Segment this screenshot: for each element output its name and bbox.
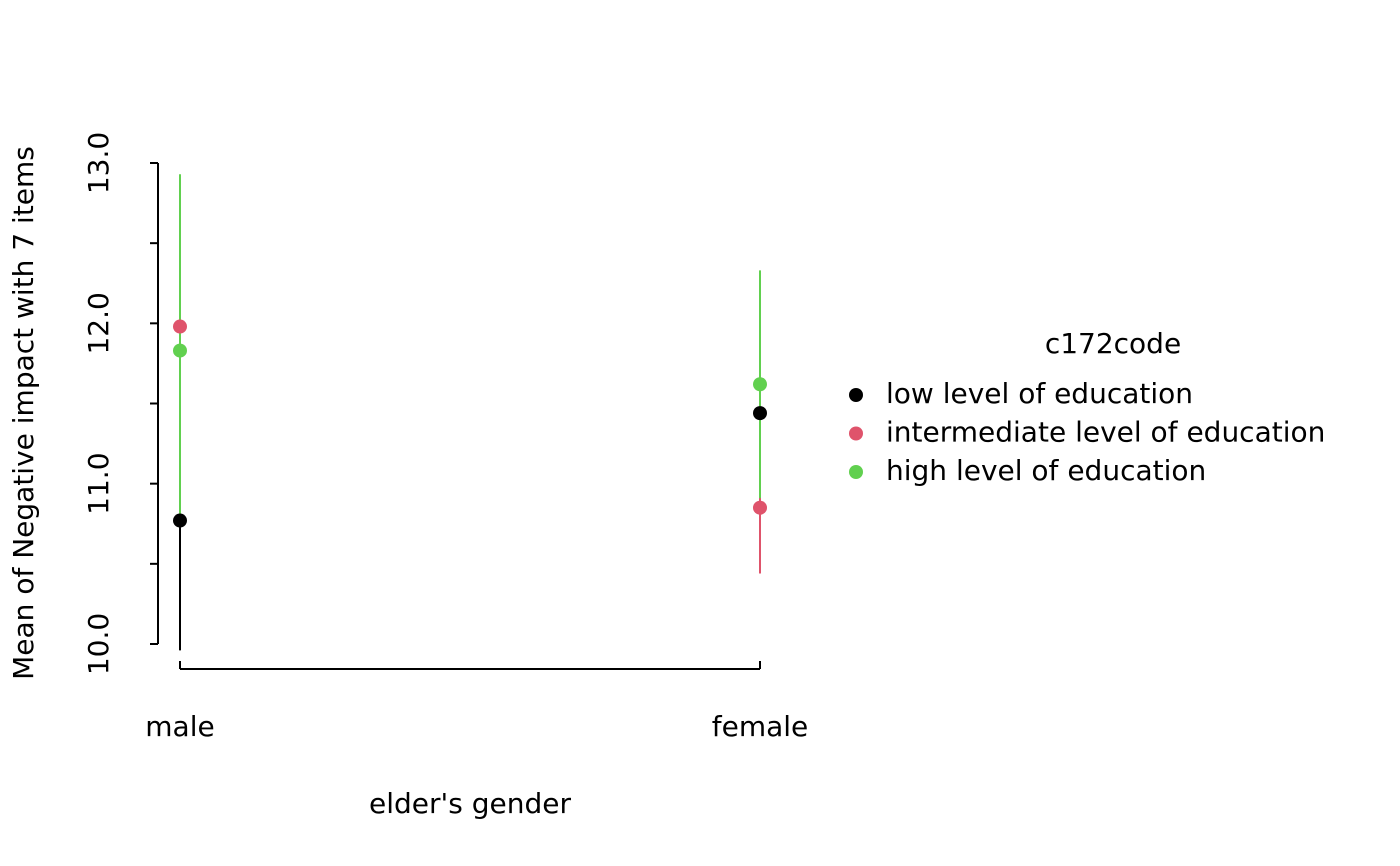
y-tick-label: 13.0 — [82, 132, 115, 194]
legend-label: intermediate level of education — [886, 416, 1325, 449]
legend-marker — [849, 426, 863, 441]
legend-marker — [849, 465, 863, 479]
legend-title: c172code — [1045, 327, 1181, 360]
legend-marker — [849, 388, 863, 402]
point — [173, 513, 187, 528]
point — [173, 343, 187, 358]
legend-label: high level of education — [886, 454, 1206, 487]
point — [753, 500, 767, 515]
point — [173, 319, 187, 334]
x-tick-label: female — [712, 710, 809, 743]
point — [753, 377, 767, 392]
point — [753, 406, 767, 421]
legend-label: low level of education — [886, 377, 1193, 410]
y-axis-label: Mean of Negative impact with 7 items — [7, 146, 40, 680]
y-tick-label: 12.0 — [82, 292, 115, 354]
x-tick-label: male — [145, 710, 214, 743]
y-tick-label: 11.0 — [82, 452, 115, 514]
x-axis-label: elder's gender — [369, 787, 571, 820]
y-tick-label: 10.0 — [82, 613, 115, 675]
